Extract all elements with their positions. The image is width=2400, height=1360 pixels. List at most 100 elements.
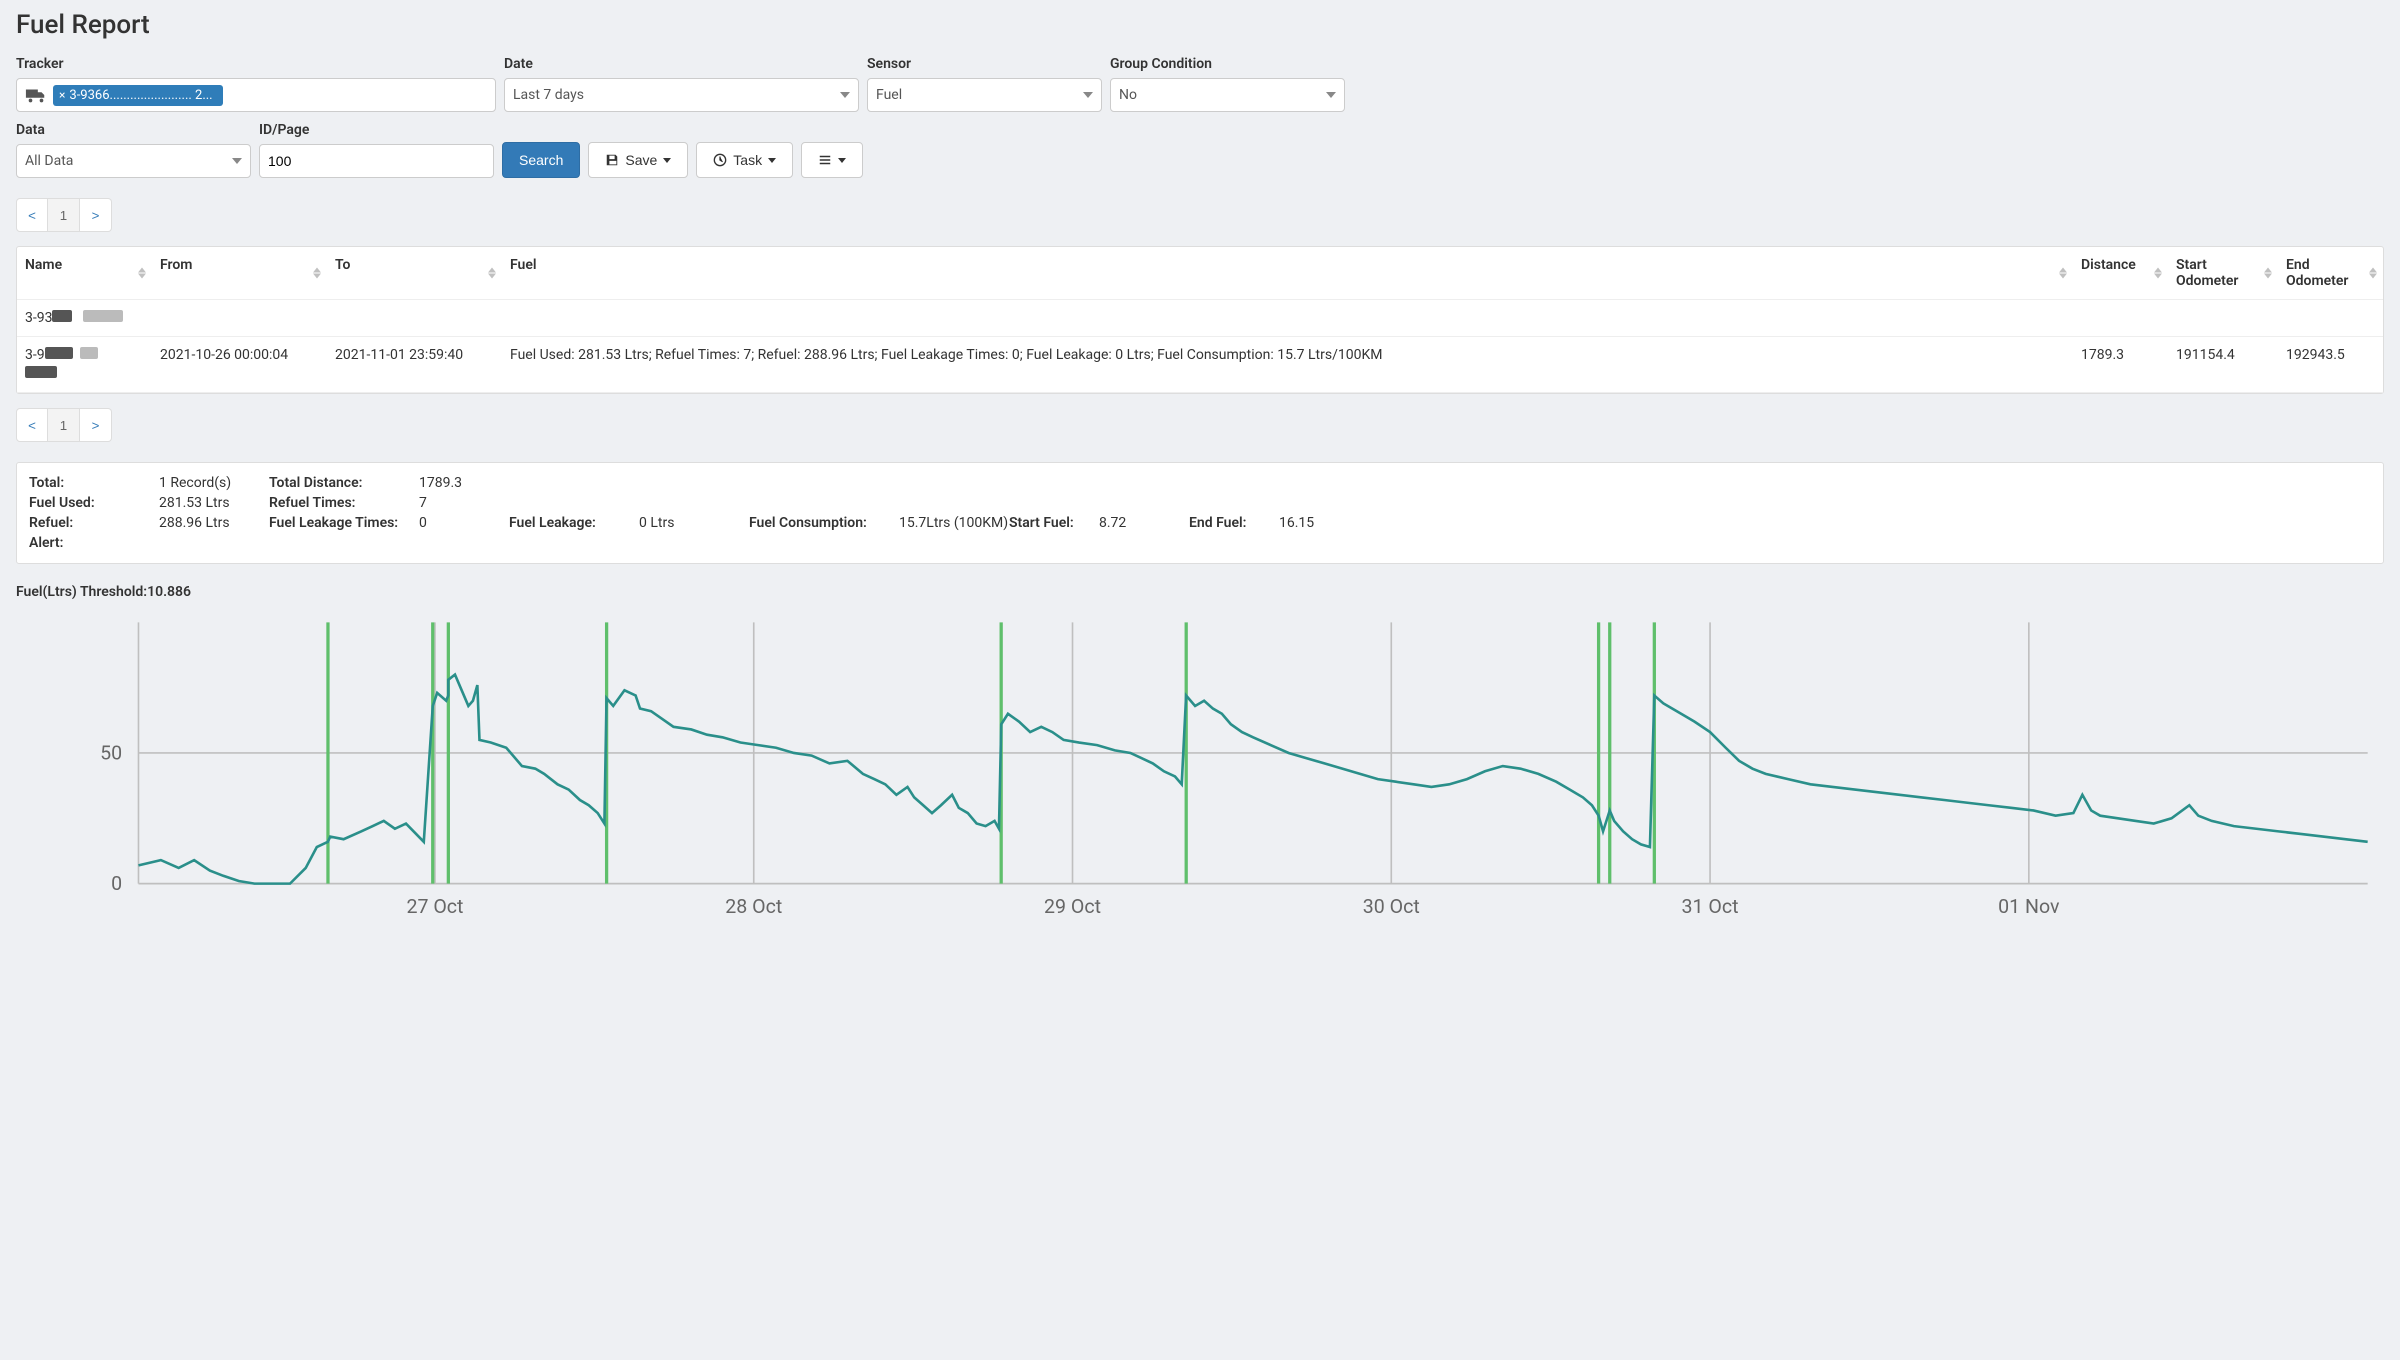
tracker-input[interactable]: × 3-9366........................ 2... (16, 78, 496, 112)
filters-row-2: Data All Data ID/Page Search Save Task (16, 122, 2384, 178)
svg-text:30 Oct: 30 Oct (1363, 895, 1420, 918)
date-label: Date (504, 56, 859, 72)
pager-prev[interactable]: < (16, 198, 48, 232)
th-start-odo[interactable]: Start Odometer (2168, 247, 2278, 300)
idpage-input-wrap (259, 144, 494, 178)
sum-dist-label: Total Distance: (269, 475, 419, 491)
pager-next[interactable]: > (80, 408, 112, 442)
search-button-label: Search (519, 152, 563, 168)
chip-text: 3-9366........................ 2... (69, 88, 212, 103)
groupcond-value: No (1119, 87, 1326, 103)
cell-start-odo: 191154.4 (2168, 337, 2278, 393)
date-select[interactable]: Last 7 days (504, 78, 859, 112)
cell-end-odo: 192943.5 (2278, 337, 2383, 393)
svg-text:29 Oct: 29 Oct (1044, 895, 1101, 918)
idpage-input[interactable] (268, 153, 485, 169)
sum-leak-value: 0 Ltrs (639, 515, 749, 531)
data-table-card: Name From To Fuel Distance Start Odomete… (16, 246, 2384, 394)
sum-cons-value: 15.7Ltrs (100KM) (899, 515, 1009, 531)
svg-text:27 Oct: 27 Oct (406, 895, 463, 918)
th-from[interactable]: From (152, 247, 327, 300)
tracker-label: Tracker (16, 56, 496, 72)
chevron-down-icon (232, 158, 242, 164)
sum-endf-value: 16.15 (1279, 515, 1379, 531)
svg-text:28 Oct: 28 Oct (725, 895, 782, 918)
sum-refuel-value: 288.96 Ltrs (159, 515, 269, 531)
pager-prev[interactable]: < (16, 408, 48, 442)
sum-leaktimes-value: 0 (419, 515, 509, 531)
chart-title: Fuel(Ltrs) Threshold:10.886 (16, 584, 2384, 600)
sum-dist-value: 1789.3 (419, 475, 509, 491)
filters-row-1: Tracker × 3-9366........................… (16, 56, 2384, 112)
pager-current[interactable]: 1 (48, 198, 80, 232)
sensor-label: Sensor (867, 56, 1102, 72)
redacted (83, 310, 123, 322)
sum-leak-label: Fuel Leakage: (509, 515, 639, 531)
save-button[interactable]: Save (588, 142, 688, 178)
groupcond-label: Group Condition (1110, 56, 1345, 72)
sensor-select[interactable]: Fuel (867, 78, 1102, 112)
tracker-chip[interactable]: × 3-9366........................ 2... (53, 85, 223, 106)
data-select[interactable]: All Data (16, 144, 251, 178)
cell-from: 2021-10-26 00:00:04 (152, 337, 327, 393)
sum-startf-value: 8.72 (1099, 515, 1189, 531)
group-name-prefix: 3-93 (25, 310, 52, 326)
save-button-label: Save (625, 152, 657, 168)
fuel-chart-svg: 05027 Oct28 Oct29 Oct30 Oct31 Oct01 Nov (16, 606, 2384, 924)
cell-distance: 1789.3 (2073, 337, 2168, 393)
cell-name: 3-9 (25, 347, 45, 363)
pager-bottom: < 1 > (16, 408, 112, 442)
groupcond-select[interactable]: No (1110, 78, 1345, 112)
truck-icon (25, 87, 47, 103)
th-to[interactable]: To (327, 247, 502, 300)
page-title: Fuel Report (16, 10, 2384, 40)
idpage-label: ID/Page (259, 122, 494, 138)
menu-icon (818, 153, 832, 167)
sensor-value: Fuel (876, 87, 1083, 103)
chevron-down-icon (663, 158, 671, 163)
chevron-down-icon (838, 158, 846, 163)
redacted (25, 366, 57, 378)
data-value: All Data (25, 153, 232, 169)
sum-startf-label: Start Fuel: (1009, 515, 1099, 531)
chevron-down-icon (1083, 92, 1093, 98)
pager-next[interactable]: > (80, 198, 112, 232)
sum-alert-value (159, 535, 269, 551)
sum-total-label: Total: (29, 475, 159, 491)
th-fuel[interactable]: Fuel (502, 247, 2073, 300)
save-icon (605, 153, 619, 167)
th-distance[interactable]: Distance (2073, 247, 2168, 300)
th-end-odo[interactable]: End Odometer (2278, 247, 2383, 300)
sum-reftimes-value: 7 (419, 495, 509, 511)
pager-top: < 1 > (16, 198, 112, 232)
data-label: Data (16, 122, 251, 138)
chip-remove-icon[interactable]: × (59, 88, 65, 102)
table-row: 3-9 2021-10-26 00:00:04 2021-11-01 23:59… (17, 337, 2383, 393)
redacted (80, 347, 98, 359)
chevron-down-icon (1326, 92, 1336, 98)
task-button[interactable]: Task (696, 142, 793, 178)
svg-text:31 Oct: 31 Oct (1682, 895, 1739, 918)
sum-fuelused-label: Fuel Used: (29, 495, 159, 511)
table-group-row: 3-93 (17, 300, 2383, 337)
cell-to: 2021-11-01 23:59:40 (327, 337, 502, 393)
pager-current[interactable]: 1 (48, 408, 80, 442)
svg-text:50: 50 (100, 742, 122, 765)
clock-icon (713, 153, 727, 167)
svg-text:0: 0 (111, 872, 122, 895)
search-button[interactable]: Search (502, 142, 580, 178)
sum-cons-label: Fuel Consumption: (749, 515, 899, 531)
menu-button[interactable] (801, 142, 863, 178)
summary-card: Total: 1 Record(s) Total Distance: 1789.… (16, 462, 2384, 564)
sum-fuelused-value: 281.53 Ltrs (159, 495, 269, 511)
task-button-label: Task (733, 152, 762, 168)
data-table: Name From To Fuel Distance Start Odomete… (17, 247, 2383, 393)
sum-reftimes-label: Refuel Times: (269, 495, 419, 511)
sum-alert-label: Alert: (29, 535, 159, 551)
sum-endf-label: End Fuel: (1189, 515, 1279, 531)
sum-total-value: 1 Record(s) (159, 475, 269, 491)
fuel-chart: 05027 Oct28 Oct29 Oct30 Oct31 Oct01 Nov (16, 606, 2384, 924)
th-name[interactable]: Name (17, 247, 152, 300)
cell-fuel: Fuel Used: 281.53 Ltrs; Refuel Times: 7;… (502, 337, 2073, 393)
sum-leaktimes-label: Fuel Leakage Times: (269, 515, 419, 531)
